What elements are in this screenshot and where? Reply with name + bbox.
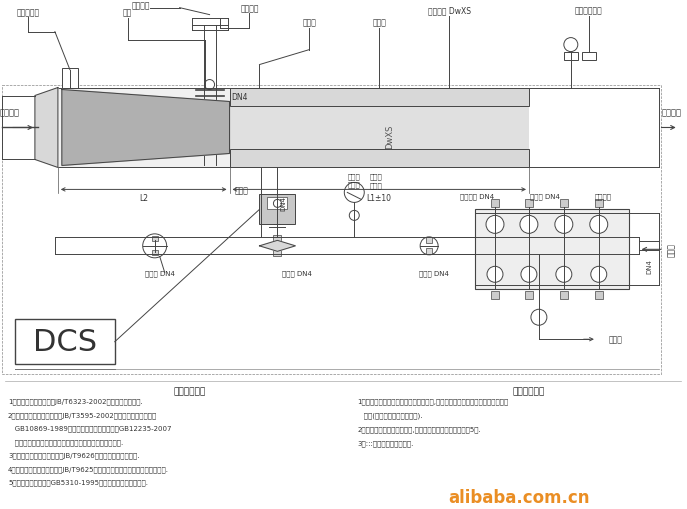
Circle shape [591,267,607,282]
Text: 针形阀: 针形阀 [348,181,361,187]
Circle shape [487,267,503,282]
Text: 2、减温水管我厂以直管供应,其弯曲半径宜大于管子外径的5倍.: 2、减温水管我厂以直管供应,其弯曲半径宜大于管子外径的5倍. [357,426,481,433]
Text: 2、配套阀门制造技术条件按JB/T3595-2002《电站阀门一般要求》: 2、配套阀门制造技术条件按JB/T3595-2002《电站阀门一般要求》 [8,411,157,418]
Text: 1、蕲汽进口和装置最低处应设置疏水器,蕲汽进出口与本装置连接时应考虑补偿: 1、蕲汽进口和装置最低处应设置疏水器,蕲汽进出口与本装置连接时应考虑补偿 [357,398,508,405]
Bar [273,236,282,242]
Text: 减温水泵: 减温水泵 [595,193,612,200]
Text: 加强管: 加强管 [234,186,249,194]
Text: 减温水: 减温水 [666,243,675,257]
Text: 过滤管: 过滤管 [302,18,316,27]
Circle shape [555,216,573,234]
Text: L1±10: L1±10 [367,193,392,203]
Polygon shape [35,89,58,168]
Circle shape [531,309,547,326]
Bar [560,292,568,300]
Circle shape [486,216,504,234]
Text: 二次蕲汽: 二次蕲汽 [662,108,682,117]
Text: GB10869-1989《电站调节阀技术条件》、GB12235-2007: GB10869-1989《电站调节阀技术条件》、GB12235-2007 [8,425,172,432]
Bar [426,238,432,244]
Text: 3、:::内为本公司供货范围.: 3、:::内为本公司供货范围. [357,440,414,446]
Text: 4、装置所用铸件技术条件按JB/T9625《锅炉管道附件承压铸钙件技术条件》.: 4、装置所用铸件技术条件按JB/T9625《锅炉管道附件承压铸钙件技术条件》. [8,465,169,472]
Text: 一次蕲汽: 一次蕲汽 [0,108,20,117]
Bar [564,52,578,61]
Circle shape [520,216,538,234]
Text: 保护管: 保护管 [372,18,386,27]
Text: 压力表: 压力表 [369,173,382,179]
Polygon shape [62,91,229,166]
Text: 止回阀 DN4: 止回阀 DN4 [145,269,174,276]
Text: 安装技术要求: 安装技术要求 [513,387,545,396]
Text: 双金属温度计: 双金属温度计 [575,6,602,15]
Bar [267,198,287,210]
Circle shape [273,200,282,208]
Bar [152,251,158,256]
Polygon shape [260,241,295,252]
Text: 混合套管: 混合套管 [240,4,259,13]
Bar [525,292,533,300]
Bar [560,200,568,208]
Circle shape [420,237,438,256]
Bar [2,86,661,375]
Text: 温度传感器: 温度传感器 [16,8,40,17]
Bar [582,52,596,61]
Bar [58,89,529,168]
Bar [229,106,529,150]
Text: 调节阀 DN4: 调节阀 DN4 [282,269,313,276]
Text: 节流阀 DN4: 节流阀 DN4 [419,269,449,276]
Text: DN4: DN4 [646,259,653,274]
Text: 截止阀 DN4: 截止阀 DN4 [530,193,560,200]
Bar [260,195,295,225]
Bar [62,68,78,89]
Bar [273,251,282,257]
Circle shape [521,267,537,282]
Bar [426,249,432,255]
Bar [595,200,602,208]
Text: 压力表: 压力表 [348,173,361,179]
Text: alibaba.com.cn: alibaba.com.cn [448,488,589,506]
Text: 节流装置 DN4: 节流装置 DN4 [460,193,494,200]
Bar [15,320,115,364]
Text: DCS: DCS [33,328,97,356]
Circle shape [349,211,359,221]
Circle shape [344,183,364,203]
Bar [229,89,529,106]
Text: L2: L2 [139,193,148,203]
Text: 制造技术条件: 制造技术条件 [174,387,205,396]
Text: 混合管道 DwXS: 混合管道 DwXS [427,6,471,15]
Circle shape [590,216,608,234]
Bar [525,200,533,208]
Text: DwXS: DwXS [385,124,394,148]
Circle shape [205,80,214,91]
Text: 针形阀: 针形阀 [369,182,382,188]
Text: 问题(可装补偿器或自然补偿).: 问题(可装补偿器或自然补偿). [357,412,423,418]
Text: 5、装置所用锆管件按GB5310-1995《高压锅炉用无缝锆管》.: 5、装置所用锆管件按GB5310-1995《高压锅炉用无缝锆管》. [8,479,148,486]
Text: DN4: DN4 [280,195,286,210]
Circle shape [556,267,572,282]
Text: 《石油、石化及相关工业用锆制截止阀和升降式止回阀》.: 《石油、石化及相关工业用锆制截止阀和升降式止回阀》. [8,438,123,445]
Text: 喷嘴: 喷嘴 [123,8,133,17]
Bar [595,292,602,300]
Bar [152,237,158,242]
Text: DN4: DN4 [232,93,248,102]
Text: 1、本体制造技术条件按JB/T6323-2002《减温减压装置》.: 1、本体制造技术条件按JB/T6323-2002《减温减压装置》. [8,398,143,405]
Bar [491,200,499,208]
Bar [475,210,629,290]
Text: 混合套管: 混合套管 [131,1,150,10]
Text: 3、装置所用锻件技术条件按JB/T9626《锅炉锻件技术条件》.: 3、装置所用锻件技术条件按JB/T9626《锅炉锻件技术条件》. [8,452,139,459]
Bar [491,292,499,300]
Bar [229,150,529,168]
Text: 回水算: 回水算 [609,335,622,344]
Circle shape [564,39,578,52]
Circle shape [143,234,167,258]
